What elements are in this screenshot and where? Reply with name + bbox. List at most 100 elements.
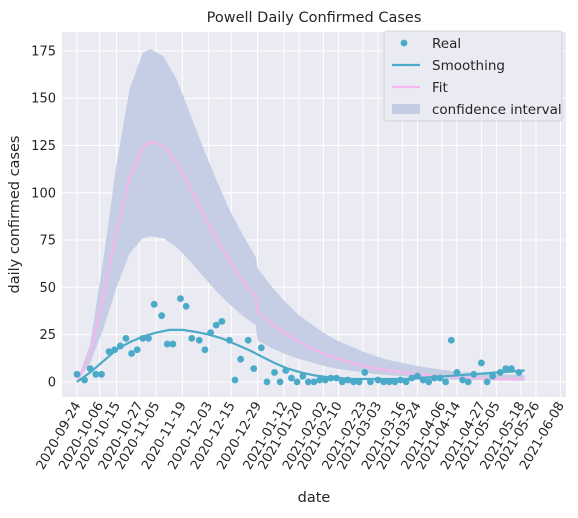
y-tick-label: 100 <box>31 186 56 201</box>
real-data-point <box>145 334 152 342</box>
points-layer <box>73 295 523 386</box>
lines-layer <box>76 140 525 383</box>
legend-label: confidence interval <box>432 102 562 118</box>
y-tick-labels: 0 25 50 75 100 125 150 175 <box>31 44 56 390</box>
legend-marker-real <box>400 39 408 47</box>
y-tick-label: 25 <box>39 328 56 343</box>
real-data-point <box>188 334 196 342</box>
confidence-band-layer <box>77 49 525 382</box>
real-data-point <box>276 378 284 386</box>
real-data-point <box>288 374 295 382</box>
real-data-point <box>391 378 399 386</box>
real-data-point <box>139 334 147 342</box>
real-data-point <box>282 367 290 374</box>
real-data-point <box>128 350 135 357</box>
y-tick-label: 125 <box>31 139 56 154</box>
real-data-point <box>374 376 382 384</box>
real-data-point <box>293 378 301 386</box>
real-data-point <box>201 346 209 354</box>
real-data-point <box>361 369 369 376</box>
y-tick-label: 0 <box>48 375 56 390</box>
real-data-point <box>92 370 100 378</box>
y-axis-label: daily confirmed cases <box>7 136 23 294</box>
real-data-point <box>470 370 478 378</box>
real-data-point <box>316 376 324 384</box>
x-tick-labels: 2020-09-242020-10-062020-10-152020-10-27… <box>34 400 568 473</box>
y-tick-label: 75 <box>39 234 56 249</box>
real-data-point <box>263 378 271 386</box>
real-data-point <box>483 378 491 386</box>
real-data-point <box>419 376 427 384</box>
real-data-point <box>333 374 340 382</box>
real-data-point <box>425 378 433 386</box>
real-data-point <box>169 340 177 348</box>
real-data-point <box>177 295 184 303</box>
real-data-point <box>464 378 472 386</box>
real-data-point <box>163 340 171 348</box>
smoothing-line <box>76 328 525 383</box>
real-data-point <box>257 344 265 352</box>
real-data-point <box>207 329 214 337</box>
real-data-point <box>489 372 497 380</box>
real-data-point <box>310 378 318 386</box>
real-data-point <box>231 376 239 384</box>
real-data-point <box>212 321 220 329</box>
real-data-point <box>436 374 444 382</box>
real-data-point <box>442 378 450 386</box>
fit-line <box>76 140 525 383</box>
real-data-point <box>81 376 88 384</box>
real-data-point <box>86 365 94 373</box>
real-data-point <box>350 378 357 386</box>
real-data-point <box>496 369 504 376</box>
y-tick-label: 175 <box>31 44 56 59</box>
real-data-point <box>116 342 124 350</box>
y-tick-label: 150 <box>31 92 56 107</box>
real-data-point <box>98 370 105 378</box>
real-data-point <box>218 317 226 325</box>
real-data-point <box>477 359 485 367</box>
chart-title: Powell Daily Confirmed Cases <box>207 10 422 26</box>
real-data-point <box>402 378 410 386</box>
real-data-point <box>182 302 190 310</box>
real-data-point <box>133 346 141 354</box>
real-data-point <box>158 312 166 320</box>
x-axis-label: date <box>298 490 331 506</box>
real-data-point <box>408 374 416 382</box>
real-data-point <box>459 376 466 384</box>
real-data-point <box>344 376 352 384</box>
real-data-point <box>453 369 461 376</box>
y-tick-label: 50 <box>39 281 56 296</box>
real-data-point <box>327 374 335 382</box>
real-data-point <box>380 378 387 386</box>
real-data-point <box>397 376 404 384</box>
real-data-point <box>244 336 252 344</box>
real-data-point <box>304 378 312 386</box>
real-data-point <box>299 372 307 380</box>
real-data-point <box>225 336 233 344</box>
real-data-point <box>447 336 455 344</box>
legend-label: Fit <box>432 80 448 96</box>
real-data-point <box>111 346 119 354</box>
legend: Real Smoothing Fit confidence interval <box>383 30 563 122</box>
real-data-point <box>414 372 421 380</box>
real-data-point <box>508 365 515 373</box>
real-data-point <box>73 370 81 378</box>
real-data-point <box>122 334 130 342</box>
real-data-point <box>502 365 510 373</box>
real-data-point <box>385 378 393 386</box>
real-data-point <box>150 300 158 308</box>
real-data-point <box>195 336 203 344</box>
real-data-point <box>430 374 438 382</box>
real-data-point <box>237 355 245 363</box>
legend-marker-ci <box>392 104 420 114</box>
real-data-point <box>367 378 374 386</box>
real-data-point <box>271 369 278 376</box>
real-data-point <box>321 376 329 384</box>
real-data-point <box>515 369 523 376</box>
real-data-point <box>338 378 346 386</box>
real-data-point <box>105 348 113 356</box>
real-data-point <box>355 378 363 386</box>
real-data-point <box>250 365 258 373</box>
legend-label: Real <box>432 36 461 52</box>
